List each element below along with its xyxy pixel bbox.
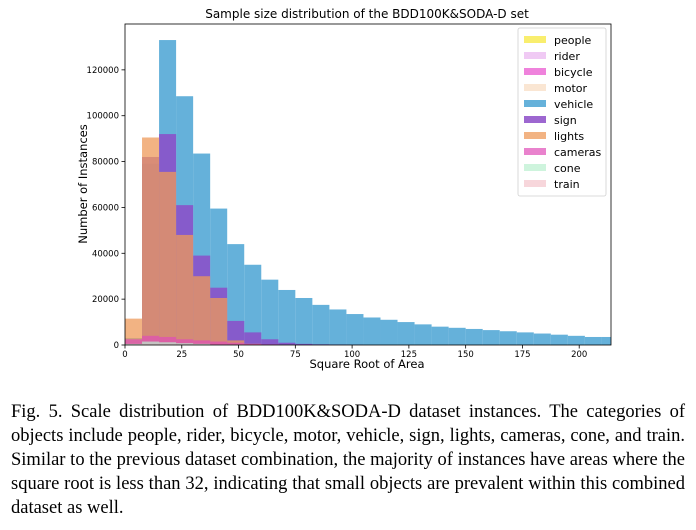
bar-vehicle-23 <box>516 332 534 345</box>
bar-cone-3 <box>176 343 194 345</box>
legend-swatch-people <box>524 36 546 43</box>
legend-swatch-sign <box>524 116 546 123</box>
bar-cameras-3 <box>176 339 194 345</box>
bar-vehicle-14 <box>363 317 381 345</box>
bar-vehicle-28 <box>601 336 611 345</box>
plot-frame <box>124 23 612 346</box>
series-lights <box>125 137 296 345</box>
bar-sign-9 <box>278 342 296 345</box>
bar-vehicle-22 <box>499 331 517 345</box>
y-axis-ticks: 0 20000 40000 60000 80000 100000 120000 <box>87 66 125 351</box>
bar-sign-6 <box>227 320 245 345</box>
bar-vehicle-9 <box>278 289 296 345</box>
legend-swatch-vehicle <box>524 100 546 107</box>
histogram-bars <box>125 40 611 345</box>
bar-cameras-2 <box>159 336 177 345</box>
bar-lights-2 <box>159 171 177 345</box>
x-tick-label: 100 <box>344 350 360 360</box>
bar-vehicle-8 <box>261 279 279 345</box>
legend-label-rider: rider <box>554 50 580 63</box>
legend-swatch-train <box>524 180 546 187</box>
bar-vehicle-27 <box>584 336 602 345</box>
bar-vehicle-25 <box>550 334 568 345</box>
y-tick-label: 60000 <box>92 203 119 213</box>
chart-title: Sample size distribution of the BDD100K&… <box>205 7 529 21</box>
x-tick-label: 150 <box>458 350 474 360</box>
bar-cone-1 <box>142 341 160 345</box>
legend-label-people: people <box>554 34 592 47</box>
x-tick-label: 50 <box>233 350 244 360</box>
bar-lights-1 <box>142 137 160 345</box>
bar-vehicle-12 <box>329 309 347 345</box>
bar-cameras-6 <box>227 342 245 345</box>
legend-swatch-motor <box>524 84 546 91</box>
bar-cameras-1 <box>142 335 160 345</box>
bar-vehicle-17 <box>414 324 432 345</box>
bar-sign-8 <box>261 339 279 345</box>
x-tick-label: 25 <box>176 350 187 360</box>
x-tick-label: 0 <box>122 350 127 360</box>
y-tick-label: 120000 <box>87 66 119 76</box>
y-tick-label: 100000 <box>87 112 119 122</box>
x-tick-label: 200 <box>571 350 587 360</box>
legend-swatch-cameras <box>524 148 546 155</box>
bar-sign-10 <box>295 343 313 345</box>
legend-label-cone: cone <box>554 162 581 175</box>
y-axis-label: Number of Instances <box>76 124 90 244</box>
bar-vehicle-6 <box>227 244 245 345</box>
y-tick-label: 0 <box>114 341 119 351</box>
bar-lights-0 <box>125 318 143 345</box>
bar-cone-4 <box>193 343 211 345</box>
chart-figure: Sample size distribution of the BDD100K&… <box>76 7 612 371</box>
legend-label-motor: motor <box>554 82 587 95</box>
legend-swatch-rider <box>524 52 546 59</box>
legend: people rider bicycle motor vehicle sign lights… <box>517 27 607 197</box>
legend-swatch-cone <box>524 164 546 171</box>
bar-vehicle-21 <box>482 330 500 345</box>
bar-lights-3 <box>176 234 194 345</box>
legend-label-bicycle: bicycle <box>554 66 593 79</box>
legend-label-vehicle: vehicle <box>554 98 593 111</box>
bar-cameras-7 <box>244 343 262 345</box>
bar-cone-0 <box>125 343 143 345</box>
bar-vehicle-26 <box>567 335 585 345</box>
histogram-chart: Sample size distribution of the BDD100K&… <box>76 7 612 371</box>
bar-vehicle-10 <box>295 297 313 345</box>
legend-label-sign: sign <box>554 114 577 127</box>
bar-vehicle-16 <box>397 322 415 345</box>
y-tick-label: 40000 <box>92 249 119 259</box>
bar-vehicle-13 <box>346 314 364 345</box>
bar-vehicle-20 <box>465 328 483 345</box>
legend-label-train: train <box>554 178 580 191</box>
bar-vehicle-24 <box>533 333 551 345</box>
y-tick-label: 20000 <box>92 295 119 305</box>
x-tick-label: 125 <box>401 350 417 360</box>
x-axis-ticks: 0 25 50 75 100 125 150 175 200 <box>122 345 587 360</box>
legend-swatch-bicycle <box>524 68 546 75</box>
bar-vehicle-18 <box>431 326 449 345</box>
bar-lights-5 <box>210 297 228 345</box>
bar-cone-2 <box>159 342 177 345</box>
bar-cameras-4 <box>193 340 211 345</box>
bar-cameras-0 <box>125 339 143 345</box>
legend-label-cameras: cameras <box>554 146 602 159</box>
bar-vehicle-11 <box>312 304 330 345</box>
figure-caption: Fig. 5. Scale distribution of BDD100K&SO… <box>11 402 685 518</box>
x-tick-label: 75 <box>290 350 301 360</box>
legend-swatch-lights <box>524 132 546 139</box>
bar-vehicle-15 <box>380 319 398 345</box>
bar-cameras-5 <box>210 341 228 345</box>
x-axis-label: Square Root of Area <box>309 357 424 371</box>
bar-sign-7 <box>244 332 262 345</box>
y-tick-label: 80000 <box>92 158 119 168</box>
x-tick-label: 175 <box>514 350 530 360</box>
bar-vehicle-19 <box>448 327 466 345</box>
bar-vehicle-7 <box>244 264 262 345</box>
bar-lights-4 <box>193 276 211 345</box>
legend-label-lights: lights <box>554 130 584 143</box>
